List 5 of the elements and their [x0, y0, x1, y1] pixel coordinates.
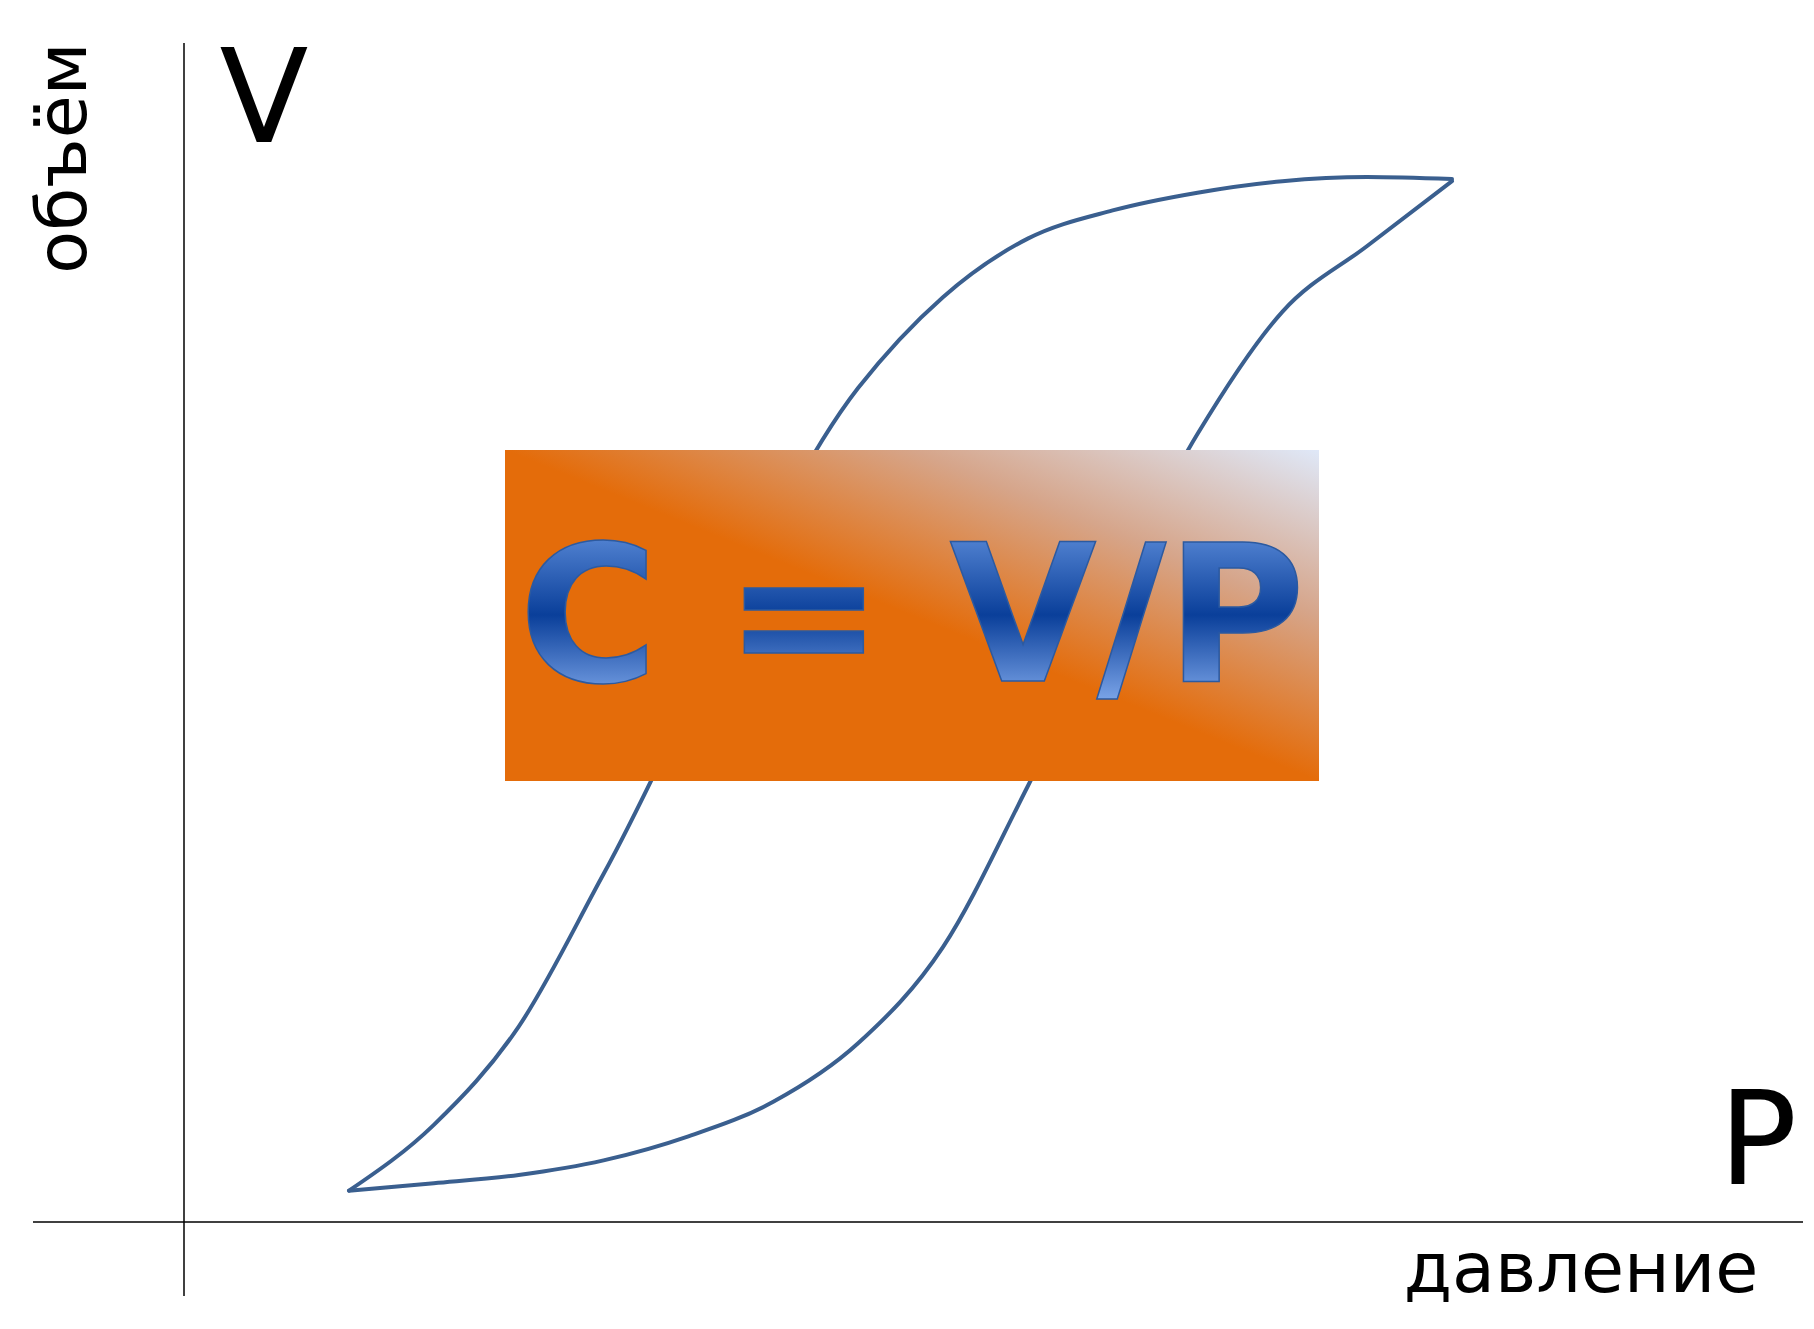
y-axis-title: объём: [21, 42, 103, 274]
text: V: [219, 21, 309, 173]
x-axis-title: давление: [1403, 1227, 1759, 1309]
text: P: [1718, 1063, 1798, 1215]
annotation: C = V/P: [518, 504, 1306, 726]
